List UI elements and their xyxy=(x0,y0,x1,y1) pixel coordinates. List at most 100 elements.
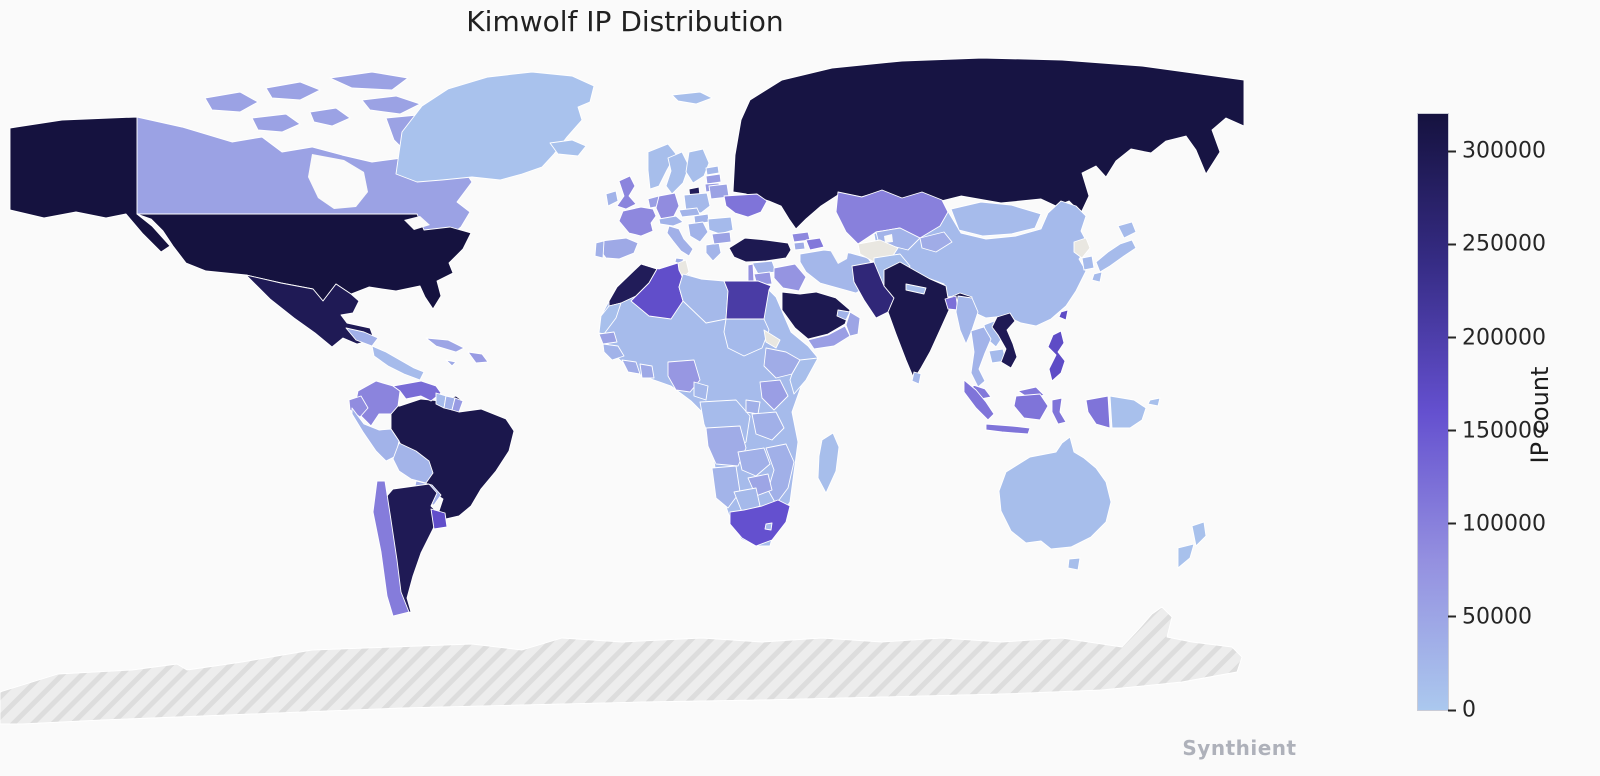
region-nepal xyxy=(905,283,927,295)
colorbar-tick-mark xyxy=(1448,336,1456,339)
region-turkey xyxy=(728,237,792,263)
region-bolivia xyxy=(392,442,434,484)
region-central-america xyxy=(371,345,425,381)
region-uruguay xyxy=(430,508,448,530)
region-sweden xyxy=(665,151,690,195)
region-syria xyxy=(751,260,777,275)
region-switzerland-austria xyxy=(658,215,684,227)
colorbar-tick: 50000 xyxy=(1448,604,1532,629)
region-kenya xyxy=(759,379,789,411)
region-balkans xyxy=(687,221,709,243)
colorbar-tick-label: 0 xyxy=(1462,697,1476,723)
region-hispaniola xyxy=(467,351,489,364)
region-vietnam xyxy=(991,312,1018,369)
region-greece xyxy=(705,242,722,262)
colorbar-tick: 250000 xyxy=(1448,232,1546,257)
region-mexico xyxy=(245,274,375,348)
colorbar-tick-label: 100000 xyxy=(1462,511,1546,537)
region-ireland xyxy=(605,190,619,207)
region-indonesia xyxy=(963,379,1111,435)
region-uae-qatar xyxy=(836,309,851,321)
region-romania xyxy=(707,216,734,235)
region-french-guiana xyxy=(451,397,464,413)
colorbar-tick-mark xyxy=(1448,150,1456,153)
great-lakes xyxy=(404,216,430,230)
region-thailand xyxy=(970,326,992,388)
region-senegal xyxy=(598,331,618,345)
region-antarctica xyxy=(0,606,1243,725)
region-svalbard xyxy=(671,91,713,105)
black-sea xyxy=(746,226,790,240)
region-cuba xyxy=(425,337,465,353)
colorbar-ticks: 0 50000 100000 150000 200000 250000 300000 xyxy=(1448,0,1598,776)
region-japan xyxy=(1091,221,1137,283)
chart-title: Kimwolf IP Distribution xyxy=(466,5,784,38)
region-namibia xyxy=(711,465,741,509)
region-guatemala-honduras xyxy=(345,327,379,347)
region-armenia xyxy=(793,241,806,251)
region-eritrea xyxy=(763,329,781,349)
colorbar-tick-mark xyxy=(1448,522,1456,525)
region-sri-lanka xyxy=(911,371,922,385)
region-iceland xyxy=(549,139,587,157)
region-papua-new-guinea xyxy=(1109,395,1161,429)
colorbar-tick: 100000 xyxy=(1448,511,1546,536)
region-finland xyxy=(685,148,710,184)
region-mozambique xyxy=(765,443,795,505)
region-jamaica xyxy=(445,359,457,367)
colorbar xyxy=(1417,113,1449,711)
region-angola xyxy=(705,425,747,467)
region-norway xyxy=(647,143,677,190)
region-iraq xyxy=(773,263,807,292)
region-latvia xyxy=(705,173,722,185)
aral-sea xyxy=(884,234,893,243)
region-russia xyxy=(732,57,1245,230)
region-ghana xyxy=(639,363,655,379)
colorbar-tick-mark xyxy=(1448,615,1456,618)
colorbar-tick: 300000 xyxy=(1448,139,1546,164)
colorbar-tick-label: 50000 xyxy=(1462,604,1532,630)
region-taiwan xyxy=(1058,309,1069,321)
region-poland xyxy=(683,192,711,214)
colorbar-tick: 150000 xyxy=(1448,418,1546,443)
region-ukraine xyxy=(723,193,768,218)
region-saudi-arabia xyxy=(781,291,851,340)
region-france xyxy=(618,206,657,237)
region-united-states xyxy=(136,213,472,310)
region-lesotho xyxy=(764,522,773,531)
region-oman xyxy=(845,311,861,337)
region-myanmar xyxy=(955,295,979,345)
hudson-bay xyxy=(308,154,368,209)
colorbar-tick-label: 250000 xyxy=(1462,231,1546,257)
colorbar-tick-mark xyxy=(1448,429,1456,432)
region-venezuela xyxy=(392,380,442,402)
region-bulgaria xyxy=(711,231,732,245)
colorbar-tick-mark xyxy=(1448,243,1456,246)
watermark: Synthient xyxy=(1182,736,1297,760)
region-united-kingdom xyxy=(616,175,637,210)
region-australia xyxy=(998,436,1112,550)
region-tanzania xyxy=(751,411,785,441)
colorbar-tick-label: 150000 xyxy=(1462,418,1546,444)
colorbar-tick-label: 300000 xyxy=(1462,138,1546,164)
region-germany xyxy=(655,192,680,220)
region-portugal xyxy=(594,240,605,259)
colorbar-tick: 200000 xyxy=(1448,325,1546,350)
region-greenland xyxy=(395,71,595,183)
colorbar-tick: 0 xyxy=(1448,698,1476,723)
region-india xyxy=(883,261,973,380)
caspian-sea xyxy=(827,231,850,264)
region-philippines xyxy=(1047,330,1066,382)
region-north-korea xyxy=(1073,237,1091,259)
region-canada-archipelago xyxy=(204,71,447,157)
region-spain xyxy=(598,237,639,260)
region-cameroon xyxy=(693,381,709,401)
region-israel-lebanon xyxy=(747,263,755,283)
region-sudan xyxy=(723,318,770,357)
region-nigeria xyxy=(667,359,701,393)
colorbar-axis-label: IP count xyxy=(1526,366,1554,464)
region-azerbaijan xyxy=(805,237,825,251)
region-alaska xyxy=(9,116,171,253)
